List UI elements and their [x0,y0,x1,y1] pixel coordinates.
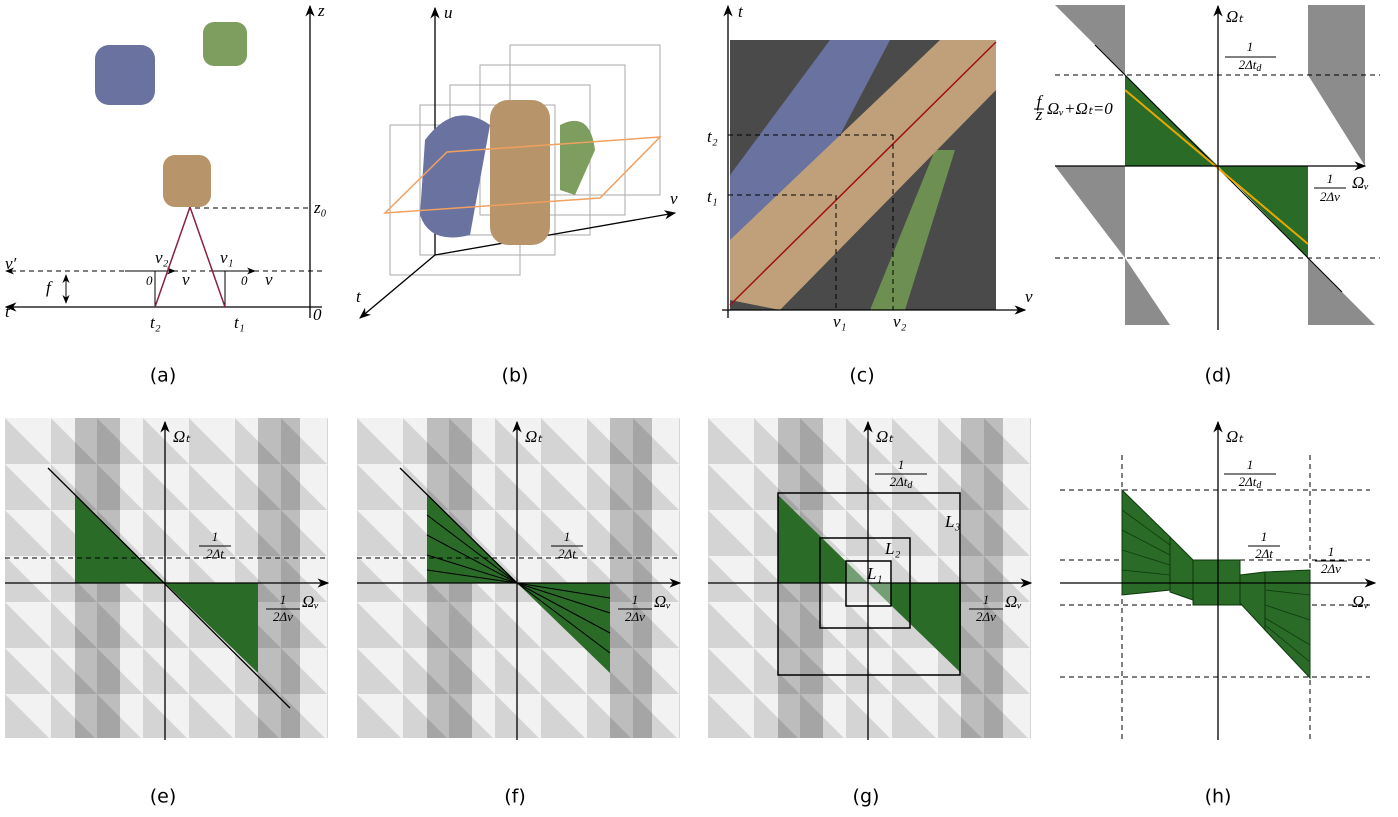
label: 1 [632,592,639,607]
label: Ωᵥ [1352,173,1369,192]
label: f [46,278,53,297]
label: Ωᵥ+Ωₜ=0 [1047,99,1113,118]
label: 0 [146,273,153,288]
label: 2Δt [558,546,576,561]
label: Ωᵥ [1352,592,1369,611]
label: t [738,2,744,21]
label: v₁ [833,312,846,331]
fraction: 1 2Δtd [1225,39,1276,74]
label: 1 [1327,171,1334,186]
panel-a: z z₀ v′ f t 0 v₂ v₁ v v 0 0 t₂ t₁ (a) [5,1,327,387]
fraction: 1 2Δv [1314,171,1346,204]
label: Ωₜ [1226,427,1244,446]
caption: (b) [502,365,529,387]
label: v₂ [893,312,907,331]
label: Ωₜ [876,427,894,446]
label: L₃ [944,512,960,531]
label: Ωₜ [525,427,543,446]
label: Ωₜ [1226,7,1244,26]
label: 2Δv [1321,561,1341,576]
label: t [5,302,11,321]
label: 2Δv [625,609,645,624]
panel-e: Ωₜ Ωᵥ 1 2Δt 1 2Δv (e) [5,418,328,808]
caption: (a) [150,365,176,387]
panel-d: Ωₜ Ωᵥ 1 2Δtd 1 2Δv f z Ωᵥ+Ωₜ=0 (d) [1034,5,1380,387]
label: v [670,189,678,208]
panel-f: Ωₜ Ωᵥ 1 2Δt 1 2Δv (f) [357,418,680,808]
caption: (d) [1205,365,1232,387]
label: 1 [1247,457,1254,472]
label: 2Δt [1255,546,1273,561]
label: z [317,1,325,20]
label: 0 [313,305,322,324]
caption: (g) [853,786,880,808]
label: z [1035,105,1043,124]
label: 0 [241,273,248,288]
caption: (e) [150,786,177,808]
label: 2Δv [1320,189,1340,204]
label: 1 [898,457,905,472]
label: 2Δtd [1239,57,1263,74]
label: 1 [1247,39,1254,54]
label: u [444,3,453,22]
label: 2Δv [273,609,293,624]
label: t₂ [707,127,718,146]
label: 1 [564,529,571,544]
label: t₂ [150,313,161,332]
caption: (c) [849,365,874,387]
panel-c: t t₂ t₁ v v₁ v₂ (c) [707,2,1033,387]
label: t₁ [234,313,245,332]
label: v′ [5,254,17,273]
panel-g: Ωₜ Ωᵥ L₃ L₂ L₁ 1 2Δtd 1 2Δv (g) [708,418,1031,808]
panel-b: u v t (b) [356,3,678,387]
label: v₂ [155,248,169,267]
label: v [265,270,273,289]
label: L₂ [884,539,900,558]
label: 1 [280,592,287,607]
label: 1 [1261,529,1268,544]
equation: f z Ωᵥ+Ωₜ=0 [1034,92,1113,124]
caption: (h) [1205,786,1232,808]
label: 2Δtd [1239,474,1263,491]
label: Ωₜ [173,427,191,446]
label: 1 [212,529,219,544]
label: Ωᵥ [1005,592,1022,611]
figure: z z₀ v′ f t 0 v₂ v₁ v v 0 0 t₂ t₁ (a) u … [0,0,1398,817]
label: Ωᵥ [302,592,319,611]
label: 1 [1328,544,1335,559]
label: 2Δt [206,546,224,561]
label: Ωᵥ [654,592,671,611]
label: v [182,270,190,289]
label: L₁ [866,564,882,583]
panel-h: Ωₜ Ωᵥ 1 2Δtd 1 2Δt 1 2Δv (h) [1060,422,1375,808]
label: z₀ [313,198,327,217]
label: v₁ [220,248,233,267]
caption: (f) [504,786,526,808]
label: 2Δv [976,609,996,624]
label: t [356,287,362,306]
label: 1 [983,592,990,607]
label: t₁ [707,187,718,206]
label: v [1025,287,1033,306]
